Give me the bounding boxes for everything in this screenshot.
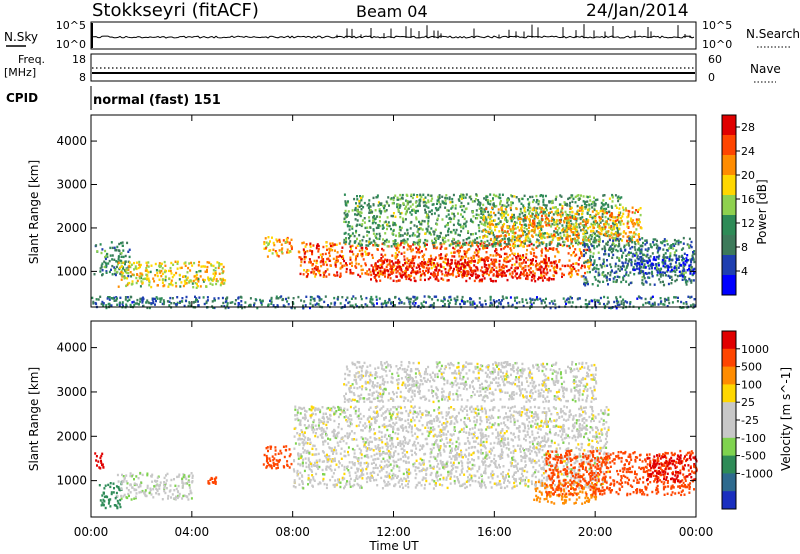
xtick-label-0: 00:00	[74, 525, 109, 539]
power-colorbar-swatch-6	[722, 235, 736, 256]
power-colorbar-swatch-2	[722, 155, 736, 176]
velocity-colorbar-tick-label-5: -100	[741, 432, 766, 445]
cpid-value: normal (fast) 151	[93, 93, 221, 108]
velocity-region-3	[207, 476, 218, 485]
power-colorbar-tick-label-5: 24	[741, 145, 755, 158]
cpid-label: CPID	[6, 91, 38, 105]
power-colorbar-tick-label-4: 20	[741, 169, 755, 182]
power-colorbar-tick-label-1: 8	[741, 241, 748, 254]
nsky-label: N.Sky	[4, 30, 38, 44]
nsky-trace	[91, 23, 695, 48]
power-region-4	[368, 258, 559, 283]
power-colorbar-tick-label-2: 12	[741, 217, 755, 230]
xtick-label-6: 00:00	[679, 525, 714, 539]
velocity-ytick-label-0: 1000	[56, 474, 87, 488]
xtick-label-4: 16:00	[477, 525, 512, 539]
velocity-data	[94, 360, 698, 510]
power-region-0	[93, 241, 131, 278]
power-colorbar-tick-label-3: 16	[741, 193, 755, 206]
xaxis-label: Time UT	[368, 539, 419, 553]
velocity-ytick-label-1: 2000	[56, 429, 87, 443]
power-panel: 1000 2000 3000 4000 Slant Range [km] 4 8 12 16…	[27, 114, 769, 310]
velocity-colorbar-swatch-3	[722, 384, 736, 403]
xtick-label-1: 04:00	[175, 525, 210, 539]
power-region-3	[297, 241, 592, 279]
power-ytick-label-0: 1000	[56, 264, 87, 278]
velocity-ylabel: Slant Range [km]	[27, 367, 41, 471]
freq-tick-bottom: 8	[79, 71, 86, 84]
power-region-8	[633, 254, 696, 279]
velocity-colorbar-label: Velocity [m s^-1]	[779, 367, 793, 471]
velocity-colorbar-tick-label-3: 25	[741, 396, 755, 409]
velocity-ytick-label-2: 3000	[56, 385, 87, 399]
velocity-colorbar-tick-label-2: 100	[741, 378, 762, 391]
beam-title: Beam 04	[356, 2, 428, 21]
power-colorbar-swatch-3	[722, 175, 736, 196]
velocity-region-0	[94, 452, 105, 470]
velocity-colorbar-tick-label-6: -500	[741, 450, 766, 463]
nsearch-tick-bottom: 10^0	[702, 38, 732, 51]
velocity-colorbar-swatch-2	[722, 366, 736, 385]
nsky-noise-line	[91, 35, 695, 39]
velocity-colorbar-tick-label-0: 1000	[741, 343, 769, 356]
nave-label: Nave	[750, 62, 781, 76]
velocity-colorbar-swatch-5	[722, 420, 736, 439]
power-region-2	[263, 236, 293, 258]
power-colorbar-swatch-7	[722, 255, 736, 276]
power-colorbar-swatch-1	[722, 135, 736, 156]
power-region-6	[481, 206, 643, 244]
power-colorbar-frame	[721, 114, 737, 296]
power-colorbar-tick-label-0: 4	[741, 265, 748, 278]
power-colorbar-tick-label-6: 28	[741, 121, 755, 134]
velocity-colorbar-swatch-6	[722, 437, 736, 457]
power-ytick-label-2: 3000	[56, 178, 87, 192]
velocity-colorbar-swatch-8	[722, 473, 736, 492]
velocity-colorbar-tick-label-7: -1000	[741, 467, 773, 480]
velocity-colorbar-swatch-4	[722, 402, 736, 421]
power-colorbar-swatch-0	[722, 115, 736, 136]
power-colorbar-label: Power [dB]	[755, 179, 769, 244]
power-ytick-label-3: 4000	[56, 134, 87, 148]
power-colorbar-swatch-4	[722, 195, 736, 216]
power-ytick-label-1: 2000	[56, 221, 87, 235]
velocity-colorbar-tick-label-1: 500	[741, 361, 762, 374]
velocity-region-8	[544, 449, 698, 497]
velocity-colorbar-tick-label-4: -25	[741, 414, 759, 427]
velocity-colorbar-swatch-1	[722, 348, 736, 368]
freq-unit-label: [MHz]	[4, 66, 36, 79]
date-title: 24/Jan/2014	[586, 1, 689, 21]
xtick-label-2: 08:00	[275, 525, 310, 539]
nave-tick-top: 60	[708, 53, 722, 66]
velocity-colorbar-swatch-0	[722, 331, 736, 350]
velocity-panel: 1000 2000 3000 4000 Slant Range [km] 1000 50…	[27, 320, 793, 518]
power-ylabel: Slant Range [km]	[27, 160, 41, 264]
velocity-colorbar-swatch-7	[722, 455, 736, 474]
velocity-region-4	[262, 445, 293, 470]
power-region-1	[116, 260, 227, 289]
power-data	[91, 193, 696, 310]
xtick-label-3: 12:00	[376, 525, 411, 539]
power-colorbar-swatch-5	[722, 215, 736, 236]
velocity-ytick-label-3: 4000	[56, 341, 87, 355]
nave-tick-bottom: 0	[708, 71, 715, 84]
power-colorbar-swatch-8	[722, 275, 736, 296]
nsky-tick-bottom: 10^0	[56, 38, 86, 51]
velocity-region-9	[646, 454, 698, 483]
freq-strip-frame	[90, 53, 697, 82]
nsky-tick-top: 10^5	[56, 19, 86, 32]
nsearch-label: N.Search	[746, 27, 800, 41]
velocity-region-6	[343, 360, 598, 404]
velocity-colorbar-swatch-9	[722, 491, 736, 510]
xtick-label-5: 20:00	[578, 525, 613, 539]
freq-label: Freq.	[18, 53, 45, 66]
freq-tick-top: 18	[72, 53, 86, 66]
velocity-region-5	[292, 405, 610, 490]
station-title: Stokkseyri (fitACF)	[92, 0, 259, 21]
nsearch-tick-top: 10^5	[702, 19, 732, 32]
power-region-7	[582, 236, 696, 287]
velocity-region-2	[116, 471, 194, 501]
